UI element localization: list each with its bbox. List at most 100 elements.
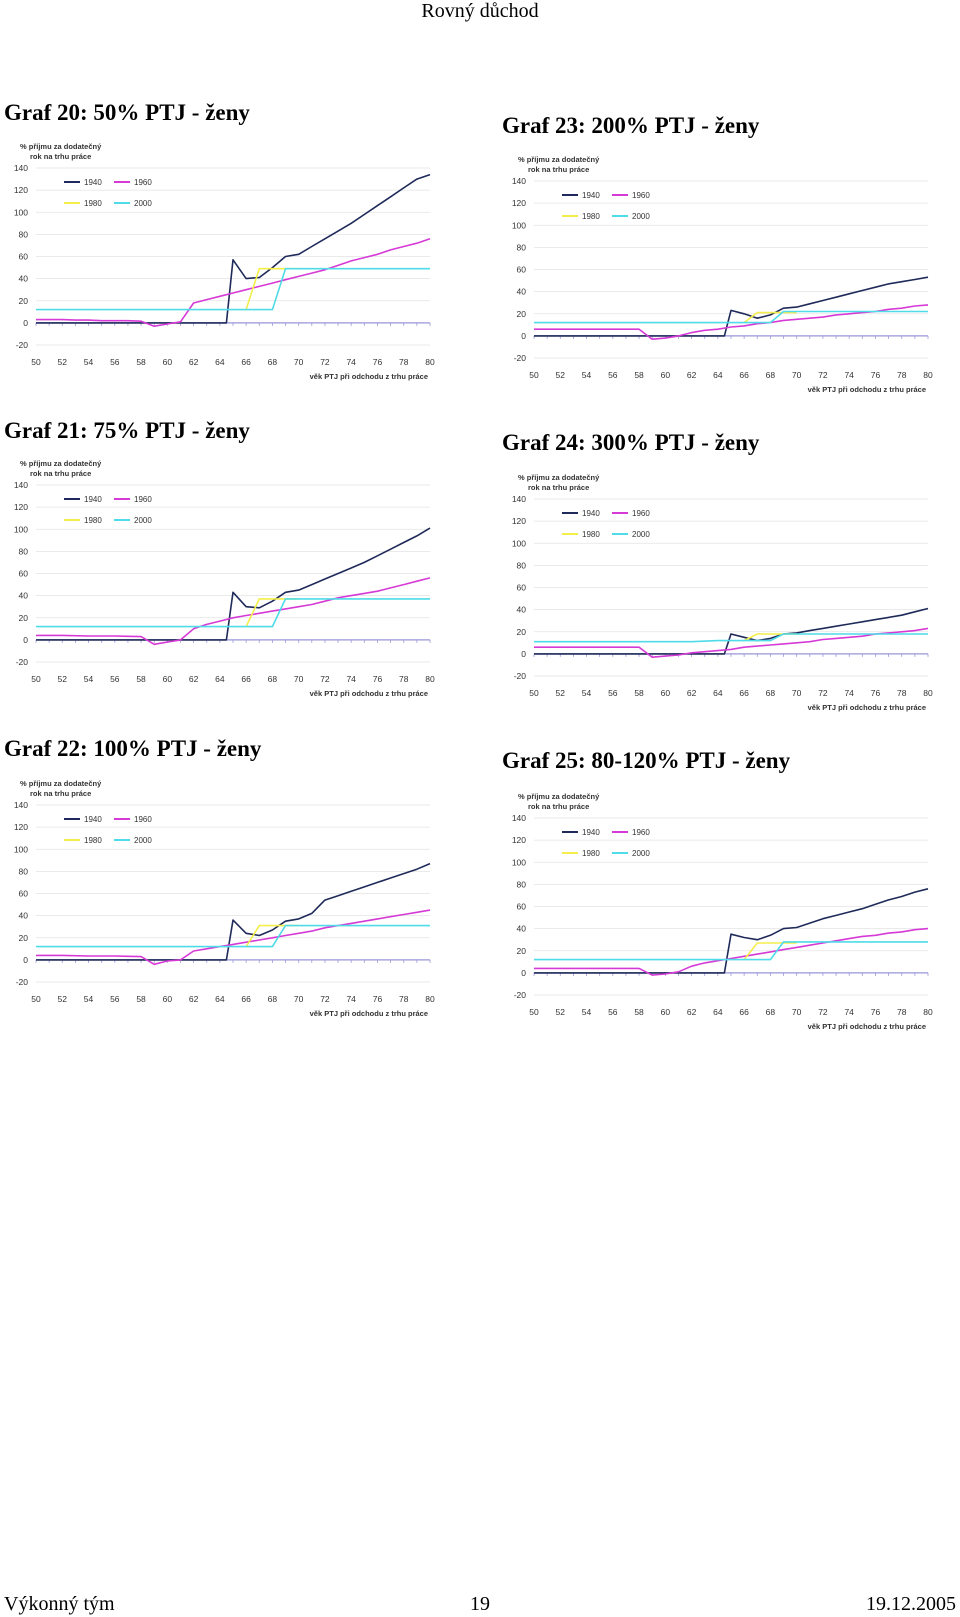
y-tick-label: 40 — [19, 274, 29, 284]
graf-22-title: Graf 22: 100% PTJ - ženy — [4, 736, 262, 761]
x-tick-label: 56 — [110, 994, 120, 1004]
y-tick-label: 120 — [14, 502, 28, 512]
x-tick-label: 72 — [818, 370, 828, 380]
x-tick-label: 66 — [739, 1007, 749, 1017]
x-tick-label: 62 — [189, 674, 199, 684]
footer-date: 19.12.2005 — [866, 1593, 956, 1615]
series-line-1940 — [36, 862, 431, 961]
series-line-1980 — [245, 924, 299, 948]
chart-graf-24: % příjmu za dodatečný rok na trhu práce 14… — [502, 466, 942, 734]
legend-label-1980: 1980 — [84, 199, 102, 208]
x-tick-label: 50 — [31, 357, 41, 367]
y-tick-label: 20 — [19, 933, 29, 943]
x-tick-label: 50 — [31, 994, 41, 1004]
legend-label-1960: 1960 — [134, 815, 152, 824]
y-tick-label: 0 — [521, 649, 526, 659]
y-tick-label: 120 — [14, 822, 28, 832]
y-tick-label: 80 — [517, 879, 527, 889]
graf-20-title: Graf 20: 50% PTJ - ženy — [4, 100, 250, 125]
x-tick-label: 64 — [713, 370, 723, 380]
y-tick-label: 120 — [512, 198, 526, 208]
series-line-1980 — [245, 598, 299, 627]
y-tick-label: -20 — [514, 671, 527, 681]
x-tick-label: 76 — [373, 357, 383, 367]
series-line-2000 — [534, 941, 928, 961]
x-tick-label: 72 — [818, 688, 828, 698]
y-tick-label: 100 — [14, 524, 28, 534]
y-tick-label: 140 — [512, 813, 526, 823]
x-tick-label: 70 — [792, 1007, 802, 1017]
y-tick-label: 20 — [517, 309, 527, 319]
x-tick-label: 80 — [425, 674, 435, 684]
x-tick-label: 66 — [241, 674, 251, 684]
x-tick-label: 70 — [792, 688, 802, 698]
x-tick-label: 62 — [687, 370, 697, 380]
y-tick-label: 40 — [517, 287, 527, 297]
x-tick-label: 66 — [739, 370, 749, 380]
y-tick-label: 60 — [19, 252, 29, 262]
series-line-1960 — [534, 627, 929, 658]
x-tick-label: 66 — [739, 688, 749, 698]
x-tick-label: 54 — [582, 1007, 592, 1017]
legend-label-2000: 2000 — [632, 212, 650, 221]
x-tick-label: 56 — [608, 1007, 618, 1017]
series-line-1960 — [36, 238, 431, 327]
legend-label-1940: 1940 — [582, 509, 600, 518]
x-axis-label: věk PTJ při odchodu z trhu práce — [808, 1022, 926, 1031]
y-axis-label: % příjmu za dodatečný rok na trhu práce — [518, 473, 600, 492]
page-header: Rovný důchod — [421, 0, 539, 22]
x-tick-label: 68 — [268, 994, 278, 1004]
x-tick-label: 78 — [399, 674, 409, 684]
y-tick-label: 0 — [521, 968, 526, 978]
y-tick-label: 100 — [512, 538, 526, 548]
x-axis-label: věk PTJ při odchodu z trhu práce — [310, 372, 428, 381]
series-line-1940 — [534, 607, 929, 655]
y-tick-label: 120 — [14, 185, 28, 195]
chart-graf-21: % příjmu za dodatečný rok na trhu práce 14… — [4, 452, 444, 720]
legend-label-1940: 1940 — [84, 815, 102, 824]
chart-svg: % příjmu za dodatečný rok na trhu práce 14… — [14, 459, 435, 698]
y-tick-label: 80 — [19, 229, 29, 239]
x-tick-label: 56 — [608, 688, 618, 698]
x-tick-label: 66 — [241, 994, 251, 1004]
y-tick-label: -20 — [514, 990, 527, 1000]
y-tick-label: 0 — [521, 331, 526, 341]
x-tick-label: 74 — [346, 357, 356, 367]
chart-graf-22: % příjmu za dodatečný rok na trhu práce 14… — [4, 772, 444, 1040]
series-line-1960 — [534, 927, 929, 976]
legend-label-2000: 2000 — [134, 199, 152, 208]
page-footer: Výkonný tým 19 19.12.2005 — [0, 1592, 960, 1617]
x-tick-label: 78 — [399, 357, 409, 367]
legend-label-1940: 1940 — [582, 191, 600, 200]
graf-21-title: Graf 21: 75% PTJ - ženy — [4, 418, 250, 443]
x-tick-label: 60 — [163, 357, 173, 367]
x-tick-label: 80 — [923, 688, 933, 698]
x-tick-label: 60 — [661, 370, 671, 380]
chart-svg: % příjmu za dodatečný rok na trhu práce 14… — [512, 473, 933, 712]
x-tick-label: 72 — [320, 994, 330, 1004]
y-tick-label: 60 — [517, 583, 527, 593]
y-tick-label: -20 — [514, 353, 527, 363]
y-tick-label: 20 — [517, 627, 527, 637]
x-tick-label: 70 — [792, 370, 802, 380]
x-tick-label: 60 — [661, 1007, 671, 1017]
legend-label-2000: 2000 — [632, 849, 650, 858]
x-tick-label: 74 — [346, 674, 356, 684]
chart-svg: % příjmu za dodatečný rok na trhu práce 14… — [14, 142, 435, 381]
legend-label-1960: 1960 — [134, 178, 152, 187]
legend-label-1960: 1960 — [632, 191, 650, 200]
footer-team: Výkonný tým — [4, 1593, 115, 1615]
x-tick-label: 70 — [294, 674, 304, 684]
footer-page-number: 19 — [470, 1593, 490, 1615]
x-tick-label: 68 — [766, 1007, 776, 1017]
graf-24-title: Graf 24: 300% PTJ - ženy — [502, 430, 760, 455]
series-line-2000 — [36, 267, 430, 311]
x-tick-label: 64 — [215, 674, 225, 684]
x-tick-label: 56 — [110, 674, 120, 684]
y-tick-label: 140 — [14, 163, 28, 173]
series-line-1980 — [743, 942, 797, 961]
x-tick-label: 68 — [268, 357, 278, 367]
x-tick-label: 76 — [373, 994, 383, 1004]
graf-23-title: Graf 23: 200% PTJ - ženy — [502, 113, 760, 138]
y-tick-label: 0 — [23, 635, 28, 645]
